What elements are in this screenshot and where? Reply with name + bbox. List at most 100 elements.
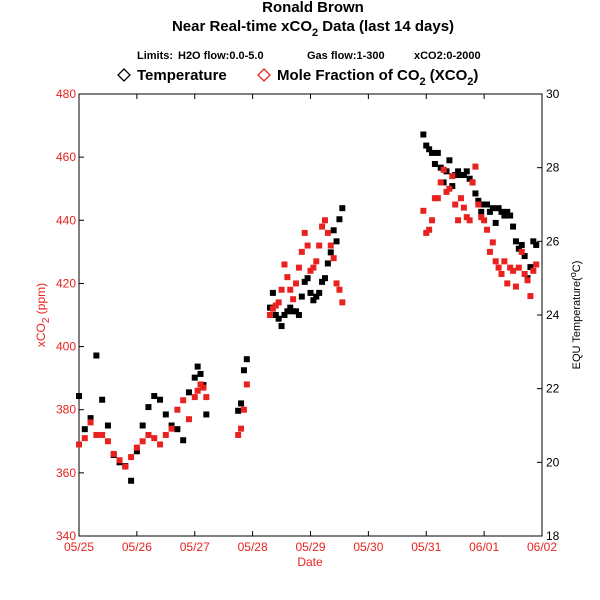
temperature-point	[472, 190, 479, 197]
co2-point	[287, 286, 294, 293]
co2-point	[527, 293, 534, 300]
x-tick-label: 05/30	[353, 540, 383, 554]
co2-point	[530, 267, 537, 274]
temperature-point	[333, 238, 340, 245]
temperature-point	[81, 426, 88, 433]
co2-point	[168, 425, 175, 432]
temperature-point	[281, 312, 288, 318]
co2-point	[518, 248, 525, 255]
temperature-point	[238, 400, 245, 407]
temperature-point	[527, 264, 534, 271]
co2-point	[316, 242, 323, 249]
temperature-point	[180, 437, 187, 444]
temperature-point	[272, 312, 279, 318]
co2-point	[290, 296, 297, 303]
co2-point	[151, 435, 158, 442]
legend-temperature-marker	[117, 68, 131, 82]
co2-point	[426, 226, 433, 233]
limits-h2o: H2O flow:0.0-5.0	[178, 50, 264, 62]
co2-point	[307, 267, 314, 274]
x-axis-label: Date	[297, 555, 323, 569]
temperature-point	[446, 157, 453, 164]
co2-point	[87, 419, 94, 426]
y-right-tick-label: 20	[546, 455, 560, 469]
temperature-point	[339, 205, 346, 212]
subtitle-post: Data (last 14 days)	[318, 18, 454, 35]
temperature-point	[327, 249, 334, 256]
temperature-point	[336, 216, 343, 223]
temperature-point	[321, 275, 328, 282]
temperature-point	[133, 448, 140, 455]
co2-point	[339, 299, 346, 306]
x-tick-label: 05/31	[411, 540, 441, 554]
temperature-point	[504, 208, 511, 215]
temperature-point	[533, 242, 540, 249]
temperature-point	[240, 367, 247, 374]
co2-point	[269, 305, 276, 312]
co2-point	[133, 444, 140, 451]
co2-point	[293, 280, 300, 287]
co2-point	[272, 302, 279, 309]
y-left-tick-label: 420	[56, 276, 76, 290]
y-left-tick-label: 340	[56, 529, 76, 543]
temperature-point	[429, 149, 436, 156]
temperature-point	[284, 308, 291, 315]
temperature-point	[475, 197, 482, 204]
temperature-point	[426, 146, 433, 153]
temperature-point	[93, 352, 100, 359]
temperature-point	[463, 168, 470, 175]
temperature-point	[307, 289, 314, 296]
co2-point	[116, 457, 123, 464]
co2-point	[440, 166, 447, 173]
co2-point	[197, 381, 204, 388]
temperature-point	[434, 149, 441, 156]
co2-point	[420, 207, 427, 214]
y-left-tick-label: 460	[56, 150, 76, 164]
temperature-point	[185, 389, 192, 396]
temperature-point	[162, 411, 169, 418]
co2-point	[463, 214, 470, 221]
chart-subtitle: Near Real-time xCO2 Data (last 14 days)	[172, 18, 454, 39]
co2-point	[110, 450, 117, 457]
temperature-point	[466, 175, 473, 182]
co2-point	[330, 255, 337, 262]
legend-temperature-label: Temperature	[137, 67, 227, 84]
temperature-point	[128, 477, 135, 484]
temperature-point	[194, 363, 201, 370]
subtitle-pre: Near Real-time xCO	[172, 18, 312, 35]
co2-point	[275, 299, 282, 306]
co2-point	[139, 438, 146, 445]
co2-point	[185, 416, 192, 423]
co2-point	[533, 261, 540, 268]
x-tick-label: 06/01	[469, 540, 499, 554]
temperature-point	[104, 422, 111, 429]
temperature-point	[512, 238, 519, 245]
temperature-point	[301, 278, 308, 285]
temperature-point	[304, 275, 311, 282]
temperature-point	[495, 205, 502, 212]
co2-point	[512, 283, 519, 290]
co2-point	[437, 179, 444, 186]
co2-point	[507, 264, 514, 271]
co2-point	[449, 173, 456, 180]
y-right-tick-label: 22	[546, 382, 560, 396]
y-left-tick-label: 440	[56, 213, 76, 227]
temperature-point	[278, 323, 285, 330]
temperature-point	[145, 404, 152, 411]
temperature-series	[76, 131, 540, 484]
y-left-tick-label: 400	[56, 340, 76, 354]
co2-point	[93, 431, 100, 438]
legend-co2-marker	[257, 68, 271, 82]
temperature-point	[168, 422, 175, 429]
co2-point	[266, 312, 273, 318]
x-tick-label: 06/02	[527, 540, 557, 554]
temperature-point	[191, 374, 198, 381]
temperature-point	[293, 308, 300, 315]
co2-point	[200, 384, 207, 391]
co2-point	[336, 286, 343, 293]
temperature-point	[174, 426, 181, 433]
co2-point	[478, 214, 485, 221]
co2-point	[460, 204, 467, 211]
co2-point	[524, 277, 531, 284]
co2-point	[423, 229, 430, 236]
